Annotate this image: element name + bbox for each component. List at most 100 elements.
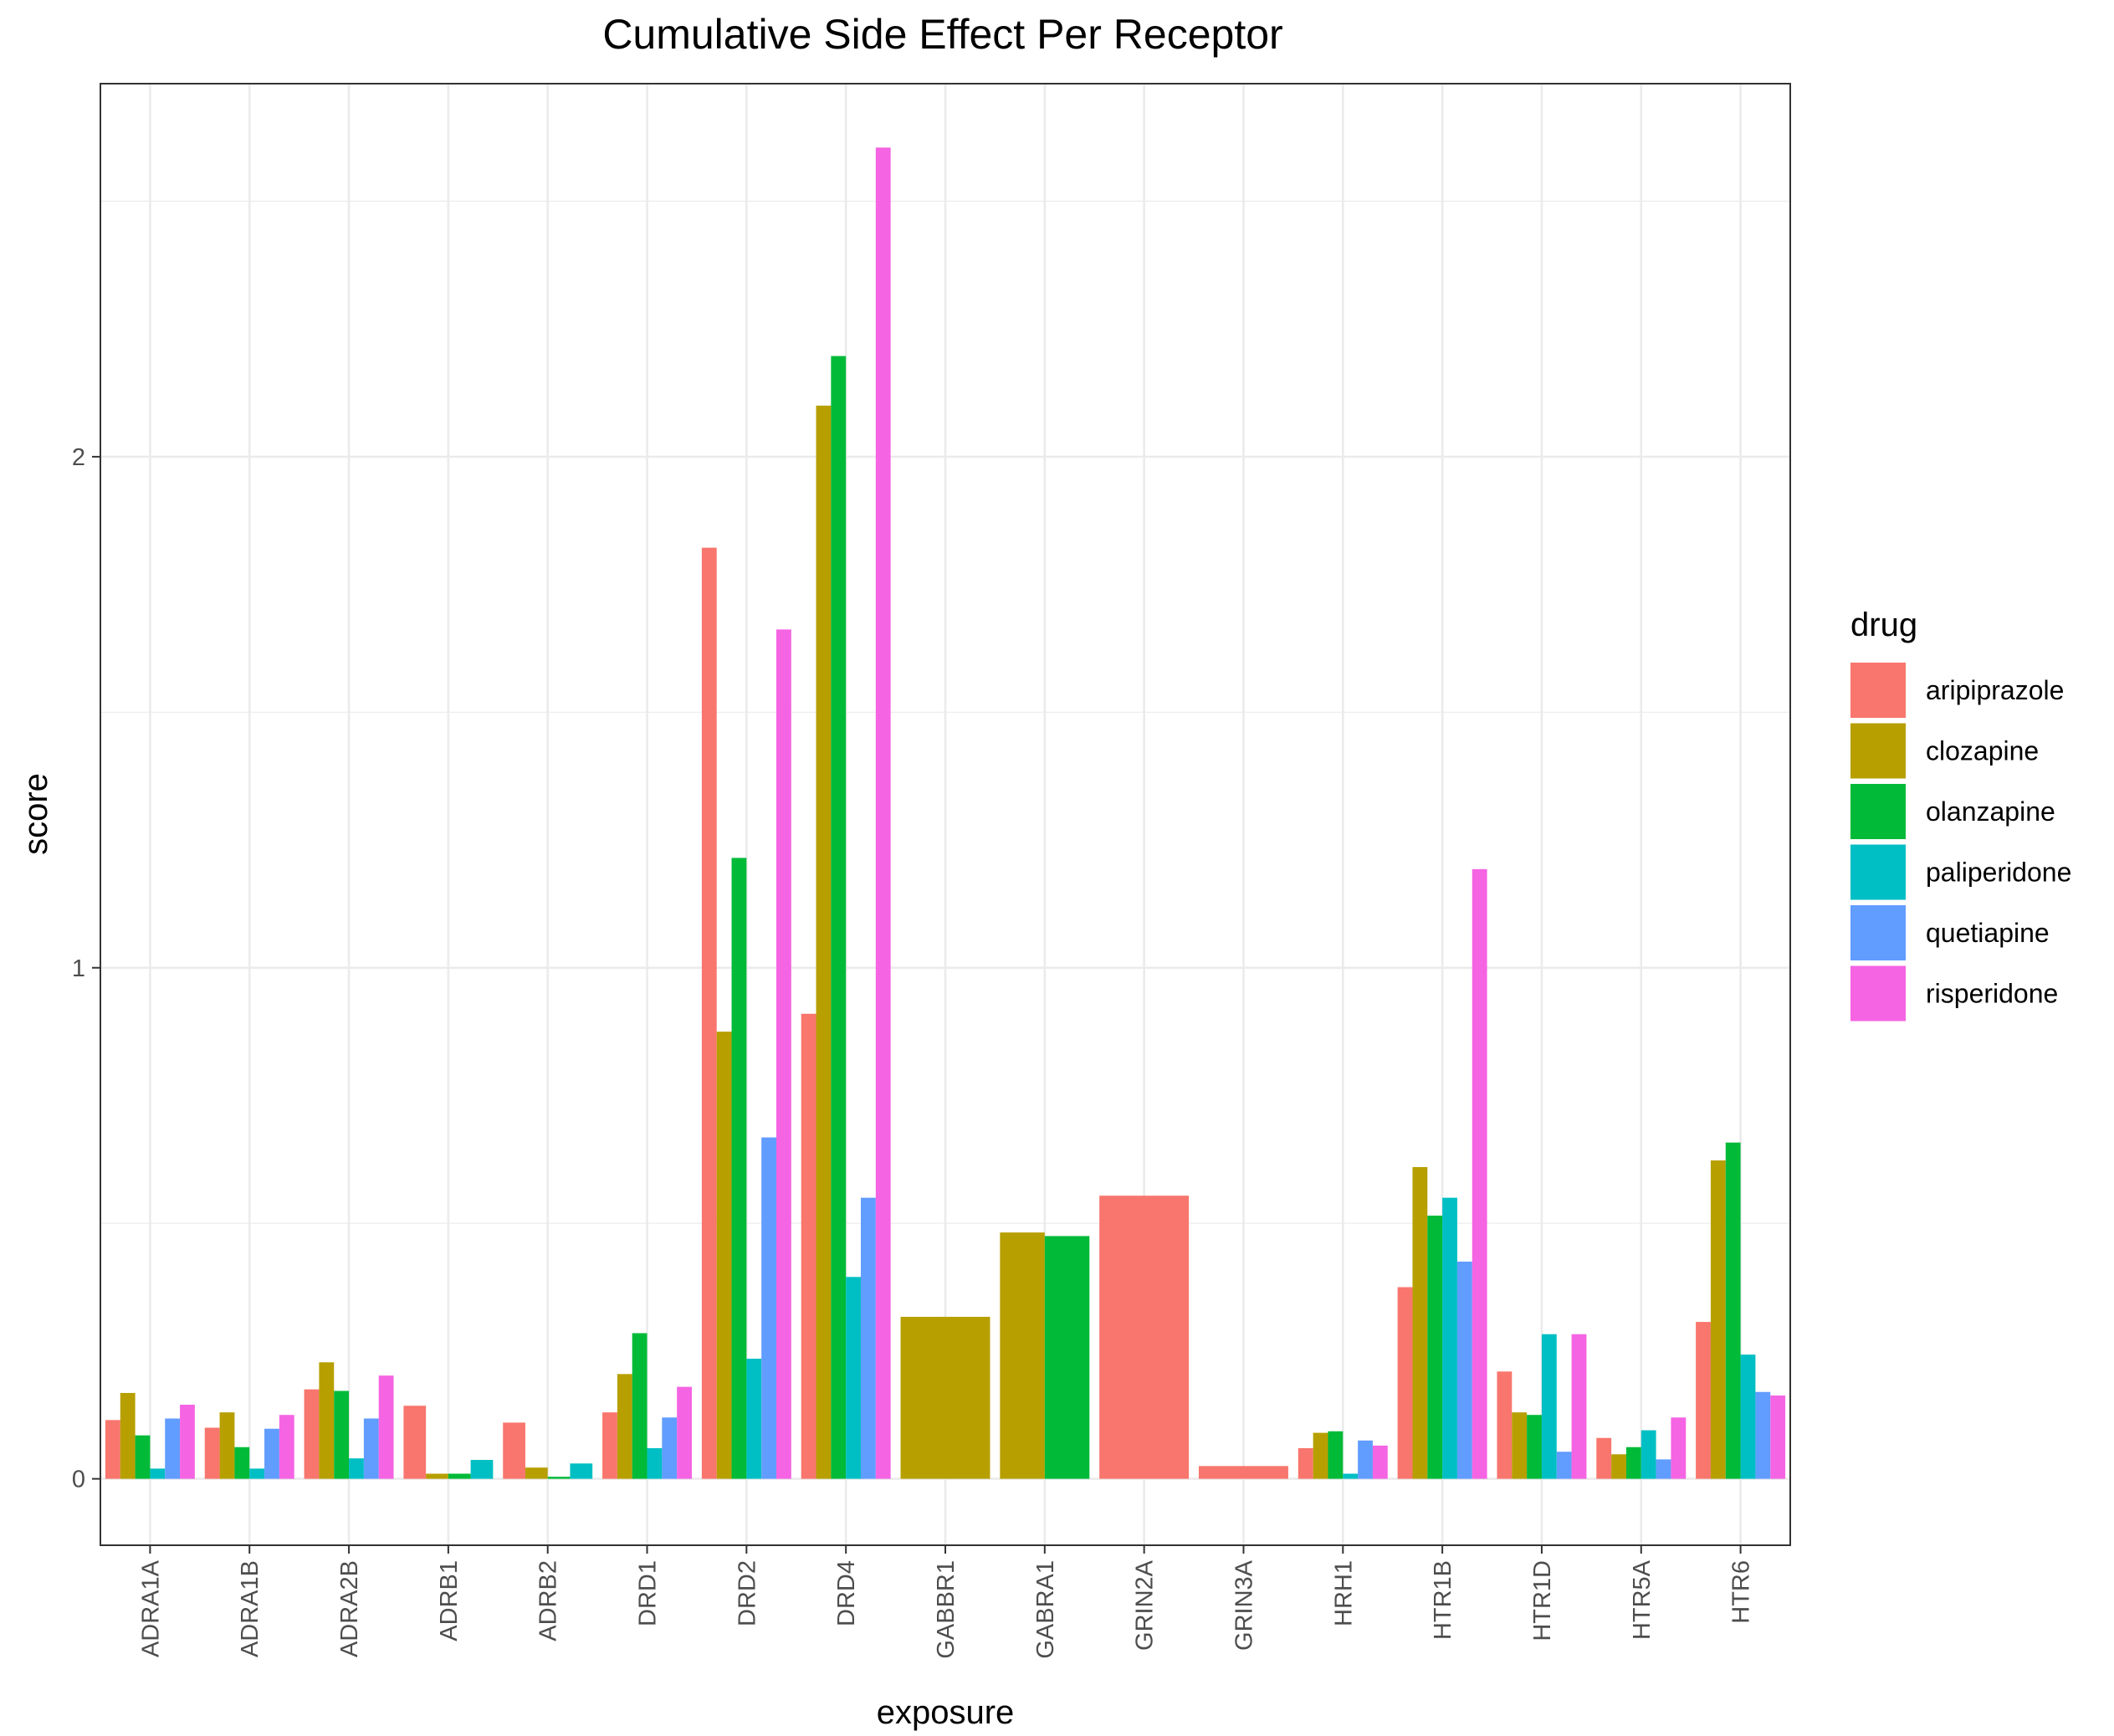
x-axis-title: exposure [877, 1694, 1015, 1731]
bar-adra1a-paliperidone [150, 1468, 166, 1479]
bars [105, 147, 1786, 1479]
bar-drd2-paliperidone [746, 1359, 762, 1479]
bar-htr5a-risperidone [1671, 1417, 1687, 1479]
x-tick-label-grin3a: GRIN3A [1231, 1559, 1257, 1651]
bar-adra1b-paliperidone [249, 1468, 265, 1479]
legend-swatch-paliperidone [1850, 844, 1906, 900]
y-tick-label: 2 [72, 444, 85, 471]
x-tick-label-htr5a: HTR5A [1629, 1559, 1656, 1640]
bar-drd2-risperidone [776, 629, 791, 1479]
x-tick-label-adra1a: ADRA1A [137, 1559, 164, 1657]
y-axis-title: score [18, 773, 54, 855]
bar-adrb1-clozapine [426, 1473, 448, 1479]
bar-adra1a-clozapine [120, 1392, 136, 1479]
bar-adra1b-risperidone [279, 1415, 294, 1479]
bar-htr6-quetiapine [1755, 1391, 1771, 1479]
bar-drd2-aripiprazole [701, 547, 717, 1479]
bar-drd4-clozapine [816, 405, 832, 1479]
bar-drd1-olanzapine [632, 1333, 648, 1479]
x-tick-label-adrb1: ADRB1 [436, 1560, 463, 1641]
bar-hrh1-olanzapine [1328, 1431, 1344, 1479]
bar-adra1b-olanzapine [234, 1447, 250, 1479]
bar-htr5a-clozapine [1611, 1454, 1626, 1479]
x-tick-label-drd4: DRD4 [833, 1560, 860, 1626]
bar-adra1a-risperidone [180, 1405, 195, 1479]
legend: drug aripiprazole clozapine olanzapine pali… [1850, 607, 2071, 1022]
bar-drd2-quetiapine [761, 1137, 776, 1479]
bar-adra2b-quetiapine [363, 1418, 379, 1479]
bar-adrb2-paliperidone [570, 1463, 593, 1479]
bar-hrh1-clozapine [1313, 1432, 1328, 1479]
bar-hrh1-paliperidone [1343, 1473, 1359, 1479]
x-tick-label-drd1: DRD1 [635, 1560, 662, 1626]
x-tick-label-grin2a: GRIN2A [1132, 1559, 1159, 1651]
bar-htr1b-aripiprazole [1397, 1287, 1413, 1479]
legend-label-clozapine: clozapine [1926, 736, 2039, 766]
bar-drd1-risperidone [677, 1386, 692, 1479]
bar-htr1d-aripiprazole [1497, 1371, 1513, 1479]
bar-hrh1-aripiprazole [1298, 1447, 1313, 1479]
bar-grin2a-aripiprazole [1099, 1196, 1190, 1479]
bar-htr1d-quetiapine [1556, 1452, 1572, 1479]
legend-swatch-olanzapine [1850, 784, 1906, 839]
bar-gabbr1-clozapine [900, 1316, 990, 1479]
bar-grin3a-aripiprazole [1199, 1466, 1288, 1479]
bar-htr6-paliperidone [1740, 1354, 1756, 1479]
y-tick-label: 1 [72, 955, 85, 982]
x-axis: ADRA1A ADRA1B ADRA2B ADRB1 ADRB2 DRD1 DRD2 DRD4… [137, 1545, 1755, 1659]
x-tick-label-htr1d: HTR1D [1529, 1560, 1556, 1641]
y-tick-label: 0 [72, 1467, 85, 1493]
bar-htr5a-olanzapine [1625, 1447, 1641, 1479]
legend-label-quetiapine: quetiapine [1926, 918, 2050, 948]
bar-adra1b-quetiapine [264, 1428, 279, 1479]
bar-drd2-clozapine [716, 1032, 732, 1479]
legend-swatch-clozapine [1850, 723, 1906, 779]
bar-htr1b-paliperidone [1442, 1197, 1457, 1479]
bar-adra1b-aripiprazole [204, 1427, 220, 1479]
bar-adra2b-risperidone [378, 1375, 394, 1479]
bar-htr1d-paliperidone [1541, 1334, 1557, 1479]
legend-label-paliperidone: paliperidone [1926, 858, 2071, 888]
bar-drd1-aripiprazole [602, 1412, 617, 1479]
bar-htr1b-olanzapine [1427, 1216, 1443, 1479]
legend-swatch-quetiapine [1850, 905, 1906, 960]
bar-drd4-aripiprazole [801, 1013, 816, 1479]
bar-adrb2-aripiprazole [503, 1422, 525, 1479]
bar-hrh1-risperidone [1372, 1445, 1388, 1479]
bar-hrh1-quetiapine [1358, 1440, 1373, 1479]
bar-adra1a-aripiprazole [105, 1420, 120, 1479]
bar-drd4-risperidone [875, 147, 891, 1479]
legend-label-olanzapine: olanzapine [1926, 796, 2055, 827]
bar-htr1d-olanzapine [1527, 1415, 1542, 1479]
bar-htr1b-clozapine [1412, 1166, 1428, 1479]
bar-htr6-olanzapine [1725, 1142, 1741, 1479]
bar-htr6-risperidone [1770, 1395, 1786, 1479]
legend-label-risperidone: risperidone [1926, 979, 2058, 1009]
x-tick-label-gabra1: GABRA1 [1032, 1560, 1059, 1659]
bar-htr1b-risperidone [1472, 868, 1487, 1479]
chart-title: Cumulative Side Effect Per Receptor [602, 11, 1282, 58]
bar-drd1-quetiapine [662, 1417, 678, 1479]
bar-drd4-paliperidone [846, 1277, 861, 1479]
bar-adra1a-olanzapine [135, 1435, 151, 1479]
bar-drd1-paliperidone [647, 1447, 663, 1479]
bar-adra1a-quetiapine [165, 1418, 181, 1479]
bar-htr1d-clozapine [1512, 1412, 1528, 1479]
x-tick-label-adra1b: ADRA1B [237, 1560, 264, 1657]
legend-swatch-risperidone [1850, 965, 1906, 1022]
bar-adrb1-olanzapine [448, 1473, 471, 1479]
bar-htr1d-risperidone [1571, 1334, 1587, 1479]
legend-label-aripiprazole: aripiprazole [1926, 675, 2064, 705]
x-tick-label-hrh1: HRH1 [1330, 1560, 1357, 1626]
bar-htr5a-paliperidone [1641, 1430, 1656, 1479]
bar-adrb1-aripiprazole [403, 1406, 427, 1479]
bar-adrb2-clozapine [525, 1467, 548, 1479]
x-tick-label-htr6: HTR6 [1728, 1560, 1755, 1624]
bar-htr5a-quetiapine [1656, 1459, 1671, 1479]
bar-adra2b-olanzapine [334, 1390, 350, 1479]
bar-adra1b-clozapine [219, 1412, 235, 1479]
bar-htr1b-quetiapine [1456, 1261, 1472, 1479]
x-tick-label-drd2: DRD2 [734, 1560, 760, 1626]
bar-adra2b-paliperidone [349, 1458, 364, 1479]
